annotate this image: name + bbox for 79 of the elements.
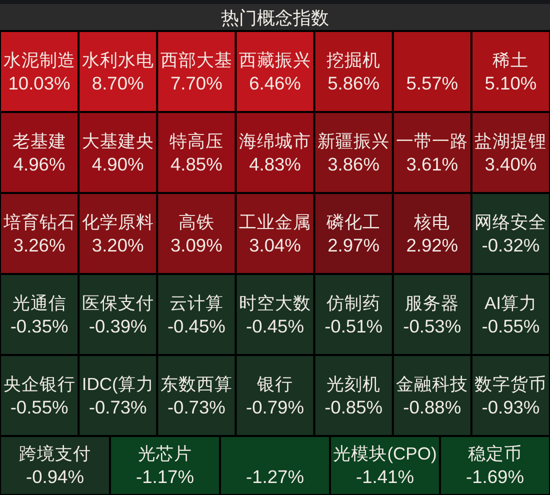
data-label: 3.20% (92, 234, 144, 256)
data-label: -0.35% (10, 316, 68, 336)
category-label: IDC(算力 (82, 374, 154, 394)
category-label: AI算力 (484, 293, 537, 313)
data-label: 3.09% (170, 234, 222, 256)
data-label: -0.53% (403, 316, 462, 336)
data-label: -0.93% (482, 396, 540, 418)
data-label: 8.70% (92, 72, 144, 94)
category-label: 仿制药 (326, 293, 381, 313)
data-label: 7.70% (170, 72, 222, 94)
category-label: 稳定币 (468, 444, 522, 464)
data-label: 2.97% (328, 234, 380, 256)
category-label: 时空大数 (239, 293, 311, 313)
data-label: -0.94% (26, 466, 84, 487)
data-label: -0.79% (246, 396, 304, 418)
category-label: 海绵城市 (239, 131, 311, 151)
data-label: -1.69% (466, 466, 524, 487)
category-label: 盐湖提锂 (474, 131, 547, 151)
data-label: 3.26% (13, 234, 66, 256)
category-label: 水泥制造 (3, 50, 76, 70)
category-label: 光模块(CPO) (333, 444, 437, 464)
category-label: 光通信 (12, 293, 66, 313)
category-label: 新疆振兴 (318, 131, 390, 151)
data-label: -0.73% (167, 396, 226, 418)
category-label: 跨境支付 (19, 444, 91, 464)
category-label: 大基建央 (82, 131, 154, 151)
category-label: 光芯片 (138, 444, 192, 464)
data-label: -1.17% (136, 466, 194, 487)
data-label: -0.51% (324, 316, 383, 336)
category-label: 数字货币 (474, 374, 547, 394)
category-label: 培育钻石 (2, 212, 76, 232)
category-label: 核电 (413, 212, 450, 232)
data-label: -0.55% (10, 396, 68, 418)
data-label: -0.39% (88, 316, 147, 336)
data-label: -0.45% (167, 316, 226, 336)
category-label: 西部大基 (160, 50, 232, 70)
category-label: 水利水电 (82, 50, 154, 70)
data-label: 3.40% (484, 154, 537, 174)
category-label: 医保支付 (82, 293, 154, 313)
data-label: -0.32% (482, 234, 540, 256)
data-label: -0.55% (482, 316, 540, 336)
data-label: 4.83% (249, 154, 301, 174)
data-label: -0.85% (324, 396, 383, 418)
category-label: 稀土 (492, 50, 529, 70)
category-label: 化学原料 (82, 212, 154, 232)
category-label: 西藏振兴 (239, 50, 311, 70)
data-label: 5.57% (406, 72, 458, 94)
category-label: 工业金属 (239, 212, 311, 232)
data-label: -0.45% (246, 316, 304, 336)
category-label: 磷化工 (326, 212, 381, 232)
data-label: -1.27% (246, 466, 304, 487)
category-label: 服务器 (405, 293, 460, 313)
data-label: 5.10% (484, 72, 537, 94)
category-label: 央企银行 (3, 374, 76, 394)
category-label: 银行 (256, 374, 293, 394)
data-label: 3.04% (249, 234, 301, 256)
category-label: 东数西算 (160, 374, 232, 394)
category-label: 一带一路 (396, 131, 468, 151)
data-label: 6.46% (249, 72, 301, 94)
data-label: -0.88% (403, 396, 462, 418)
category-label: 高铁 (178, 212, 214, 232)
data-label: 4.90% (92, 154, 144, 174)
category-label: 金融科技 (396, 374, 468, 394)
data-label: 3.61% (406, 154, 458, 174)
category-label: 云计算 (169, 293, 224, 313)
data-label: -1.41% (356, 466, 414, 487)
category-label: 网络安全 (474, 212, 547, 232)
data-label: 4.85% (170, 154, 222, 174)
data-label: 5.86% (328, 72, 380, 94)
category-label: 光刻机 (326, 374, 381, 394)
data-label: 3.86% (328, 154, 380, 174)
category-label: 老基建 (12, 131, 66, 151)
category-label: 挖掘机 (326, 50, 381, 70)
title: 热门概念指数 (221, 8, 329, 28)
data-label: 10.03% (8, 72, 70, 94)
data-label: -0.73% (88, 396, 147, 418)
data-label: 2.92% (406, 234, 458, 256)
data-label: 4.96% (13, 154, 66, 174)
category-label: 特高压 (169, 131, 224, 151)
